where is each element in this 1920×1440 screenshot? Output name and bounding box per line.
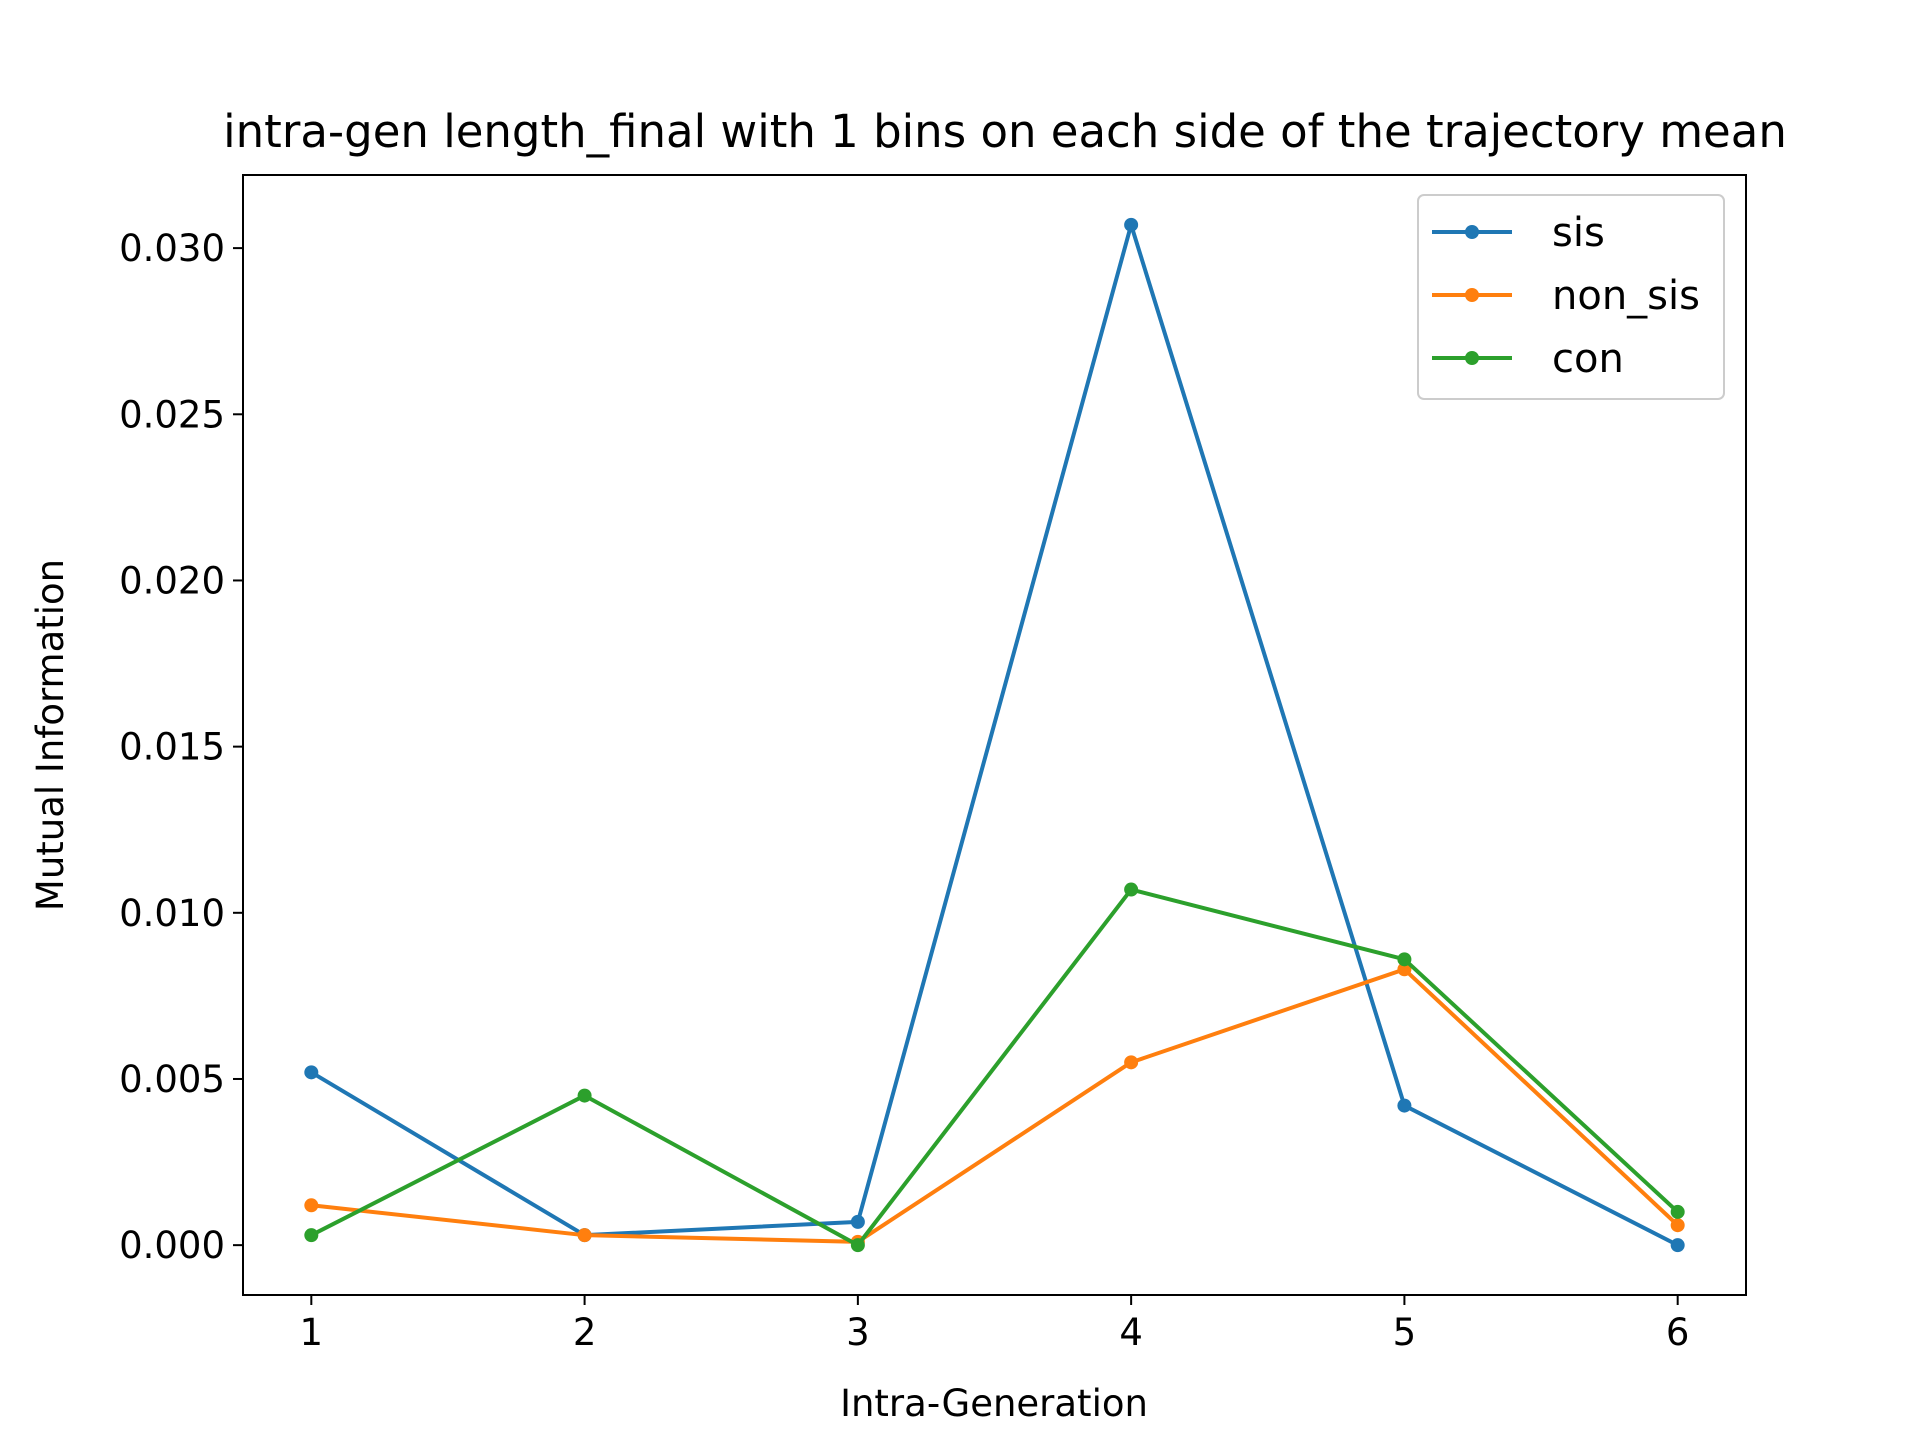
data-point [850, 1238, 865, 1253]
data-point [1124, 217, 1139, 232]
data-point [1397, 952, 1412, 967]
x-tick-label: 2 [573, 1311, 597, 1354]
data-point [1670, 1218, 1685, 1233]
legend-marker [1465, 288, 1479, 302]
x-tick-label: 4 [1119, 1311, 1143, 1354]
data-point [577, 1088, 592, 1103]
legend-label: non_sis [1552, 273, 1700, 319]
data-point [1124, 1055, 1139, 1070]
legend-marker [1465, 225, 1479, 239]
data-point [304, 1065, 319, 1080]
legend-box [1417, 194, 1725, 400]
data-point [1124, 882, 1139, 897]
x-tick-label: 1 [300, 1311, 324, 1354]
data-point [850, 1214, 865, 1229]
x-tick-label: 3 [846, 1311, 870, 1354]
legend-marker [1465, 351, 1479, 365]
legend-label: con [1552, 336, 1624, 382]
series-con [304, 882, 1685, 1253]
series-non-sis [304, 962, 1685, 1249]
y-tick-label: 0.025 [119, 393, 225, 436]
series-line [310, 887, 1680, 1248]
y-axis-label: Mutual Information [29, 559, 72, 911]
data-point [1670, 1204, 1685, 1219]
series-line [311, 967, 1680, 1244]
x-tick-label: 6 [1666, 1311, 1690, 1354]
legend-item: con [1432, 336, 1624, 382]
y-tick-label: 0.005 [119, 1058, 225, 1101]
y-tick-label: 0.010 [119, 892, 225, 935]
data-point [304, 1228, 319, 1243]
y-tick-label: 0.020 [119, 559, 225, 602]
data-point [1397, 1098, 1412, 1113]
data-point [304, 1198, 319, 1213]
x-axis: 1 2 3 4 5 6 [300, 1295, 1690, 1354]
legend-item: sis [1432, 210, 1605, 256]
series-line [310, 222, 1679, 1247]
x-axis-label: Intra-Generation [840, 1382, 1148, 1425]
x-tick-label: 5 [1393, 1311, 1417, 1354]
y-axis: 0.000 0.005 0.010 0.015 0.020 0.025 0.030 [119, 227, 243, 1267]
y-tick-label: 0.015 [119, 726, 225, 769]
data-point [1670, 1238, 1685, 1253]
data-point [577, 1228, 592, 1243]
plot-area [242, 174, 1747, 1296]
chart-title: intra-gen length_final with 1 bins on ea… [223, 105, 1787, 158]
y-tick-label: 0.000 [119, 1224, 225, 1267]
legend-item: non_sis [1432, 273, 1700, 319]
series-layer [304, 217, 1685, 1253]
legend-label: sis [1552, 210, 1605, 256]
data-point [1397, 962, 1412, 977]
y-tick-label: 0.030 [119, 227, 225, 270]
